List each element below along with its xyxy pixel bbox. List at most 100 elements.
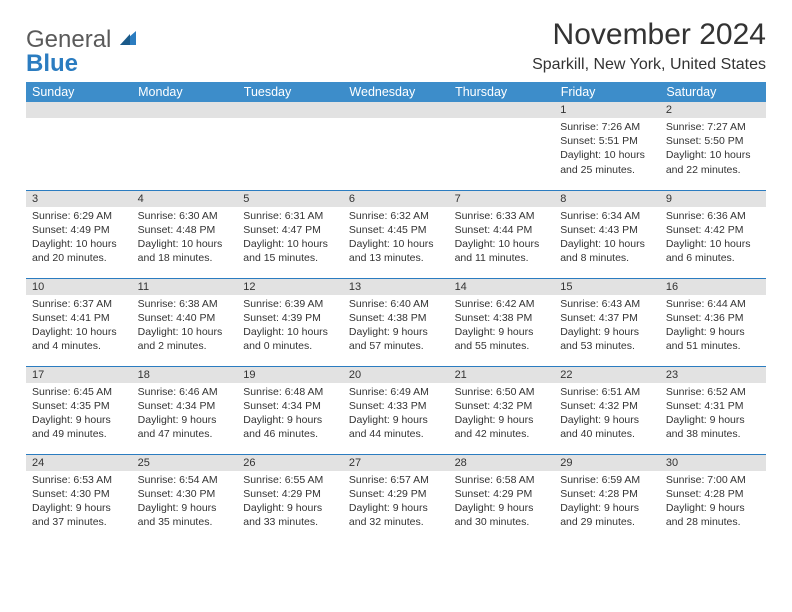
weekday-header: Thursday [449,82,555,102]
daylight-line: Daylight: 9 hours and 30 minutes. [455,501,549,529]
calendar-cell: 8Sunrise: 6:34 AMSunset: 4:43 PMDaylight… [554,190,660,278]
calendar-cell: 28Sunrise: 6:58 AMSunset: 4:29 PMDayligh… [449,454,555,542]
day-content: Sunrise: 6:57 AMSunset: 4:29 PMDaylight:… [343,471,449,534]
month-title: November 2024 [532,18,766,52]
calendar-cell [343,102,449,190]
day-content: Sunrise: 6:53 AMSunset: 4:30 PMDaylight:… [26,471,132,534]
calendar-cell: 1Sunrise: 7:26 AMSunset: 5:51 PMDaylight… [554,102,660,190]
sunset-line: Sunset: 4:38 PM [349,311,443,325]
sunset-line: Sunset: 4:35 PM [32,399,126,413]
day-number: 4 [132,191,238,207]
brand-word2: Blue [26,50,78,77]
daylight-line: Daylight: 9 hours and 49 minutes. [32,413,126,441]
daylight-line: Daylight: 9 hours and 37 minutes. [32,501,126,529]
daylight-line: Daylight: 9 hours and 29 minutes. [560,501,654,529]
sunset-line: Sunset: 4:32 PM [560,399,654,413]
day-content: Sunrise: 6:54 AMSunset: 4:30 PMDaylight:… [132,471,238,534]
day-number: 15 [554,279,660,295]
weekday-header: Monday [132,82,238,102]
daylight-line: Daylight: 9 hours and 33 minutes. [243,501,337,529]
calendar-cell: 15 Sunrise: 6:43 AMSunset: 4:37 PMDayligh… [554,278,660,366]
sunrise-line: Sunrise: 7:26 AM [560,120,654,134]
day-content: Sunrise: 6:58 AMSunset: 4:29 PMDaylight:… [449,471,555,534]
day-number: 2 [660,102,766,118]
day-number-empty [237,102,343,118]
calendar-cell: 10Sunrise: 6:37 AMSunset: 4:41 PMDayligh… [26,278,132,366]
sunset-line: Sunset: 4:36 PM [666,311,760,325]
daylight-line: Daylight: 9 hours and 35 minutes. [138,501,232,529]
daylight-line: Daylight: 9 hours and 57 minutes. [349,325,443,353]
day-content: Sunrise: 6:44 AMSunset: 4:36 PMDaylight:… [660,295,766,358]
calendar-cell: 30Sunrise: 7:00 AMSunset: 4:28 PMDayligh… [660,454,766,542]
daylight-line: Daylight: 9 hours and 32 minutes. [349,501,443,529]
day-content: Sunrise: 6:38 AMSunset: 4:40 PMDaylight:… [132,295,238,358]
weekday-header: Tuesday [237,82,343,102]
day-number: 25 [132,455,238,471]
sunset-line: Sunset: 4:28 PM [666,487,760,501]
day-number: 16 [660,279,766,295]
sunset-line: Sunset: 4:39 PM [243,311,337,325]
day-number: 7 [449,191,555,207]
sunset-line: Sunset: 5:50 PM [666,134,760,148]
sunrise-line: Sunrise: 7:00 AM [666,473,760,487]
day-number: 17 [26,367,132,383]
day-content: Sunrise: 7:27 AMSunset: 5:50 PMDaylight:… [660,118,766,181]
calendar-head: SundayMondayTuesdayWednesdayThursdayFrid… [26,82,766,102]
sunrise-line: Sunrise: 6:43 AM [560,297,654,311]
day-number: 6 [343,191,449,207]
sunrise-line: Sunrise: 6:52 AM [666,385,760,399]
day-content: Sunrise: 6:50 AMSunset: 4:32 PMDaylight:… [449,383,555,446]
daylight-line: Daylight: 10 hours and 11 minutes. [455,237,549,265]
sunset-line: Sunset: 4:40 PM [138,311,232,325]
calendar-cell: 24Sunrise: 6:53 AMSunset: 4:30 PMDayligh… [26,454,132,542]
calendar-cell: 23Sunrise: 6:52 AMSunset: 4:31 PMDayligh… [660,366,766,454]
sunrise-line: Sunrise: 6:59 AM [560,473,654,487]
day-number: 9 [660,191,766,207]
calendar-cell: 2Sunrise: 7:27 AMSunset: 5:50 PMDaylight… [660,102,766,190]
sunrise-line: Sunrise: 6:38 AM [138,297,232,311]
calendar-table: SundayMondayTuesdayWednesdayThursdayFrid… [26,82,766,542]
day-number: 29 [554,455,660,471]
location: Sparkill, New York, United States [532,56,766,74]
daylight-line: Daylight: 10 hours and 4 minutes. [32,325,126,353]
sunset-line: Sunset: 4:43 PM [560,223,654,237]
daylight-line: Daylight: 10 hours and 8 minutes. [560,237,654,265]
sunset-line: Sunset: 4:30 PM [32,487,126,501]
sunset-line: Sunset: 4:45 PM [349,223,443,237]
day-number: 27 [343,455,449,471]
weekday-header: Sunday [26,82,132,102]
day-content: Sunrise: 6:32 AMSunset: 4:45 PMDaylight:… [343,207,449,270]
sunrise-line: Sunrise: 6:36 AM [666,209,760,223]
calendar-cell: 5Sunrise: 6:31 AMSunset: 4:47 PMDaylight… [237,190,343,278]
calendar-cell: 3Sunrise: 6:29 AMSunset: 4:49 PMDaylight… [26,190,132,278]
calendar-cell: 6Sunrise: 6:32 AMSunset: 4:45 PMDaylight… [343,190,449,278]
sunrise-line: Sunrise: 6:53 AM [32,473,126,487]
sunrise-line: Sunrise: 6:46 AM [138,385,232,399]
page: General Blue November 2024 Sparkill, New… [0,0,792,542]
daylight-line: Daylight: 10 hours and 6 minutes. [666,237,760,265]
brand-word1: General [26,26,111,53]
daylight-line: Daylight: 9 hours and 42 minutes. [455,413,549,441]
sunset-line: Sunset: 4:29 PM [455,487,549,501]
sunrise-line: Sunrise: 6:57 AM [349,473,443,487]
calendar-row: 17Sunrise: 6:45 AMSunset: 4:35 PMDayligh… [26,366,766,454]
day-number: 26 [237,455,343,471]
daylight-line: Daylight: 10 hours and 20 minutes. [32,237,126,265]
sunrise-line: Sunrise: 7:27 AM [666,120,760,134]
brand-logo: General Blue [26,28,138,76]
calendar-cell [132,102,238,190]
sunset-line: Sunset: 4:37 PM [560,311,654,325]
calendar-row: 24Sunrise: 6:53 AMSunset: 4:30 PMDayligh… [26,454,766,542]
daylight-line: Daylight: 9 hours and 51 minutes. [666,325,760,353]
daylight-line: Daylight: 9 hours and 53 minutes. [560,325,654,353]
daylight-line: Daylight: 10 hours and 22 minutes. [666,148,760,176]
calendar-cell: 11Sunrise: 6:38 AMSunset: 4:40 PMDayligh… [132,278,238,366]
daylight-line: Daylight: 10 hours and 18 minutes. [138,237,232,265]
sunrise-line: Sunrise: 6:33 AM [455,209,549,223]
sunrise-line: Sunrise: 6:54 AM [138,473,232,487]
sunrise-line: Sunrise: 6:39 AM [243,297,337,311]
day-number-empty [343,102,449,118]
sunrise-line: Sunrise: 6:30 AM [138,209,232,223]
day-number: 8 [554,191,660,207]
sunset-line: Sunset: 4:28 PM [560,487,654,501]
